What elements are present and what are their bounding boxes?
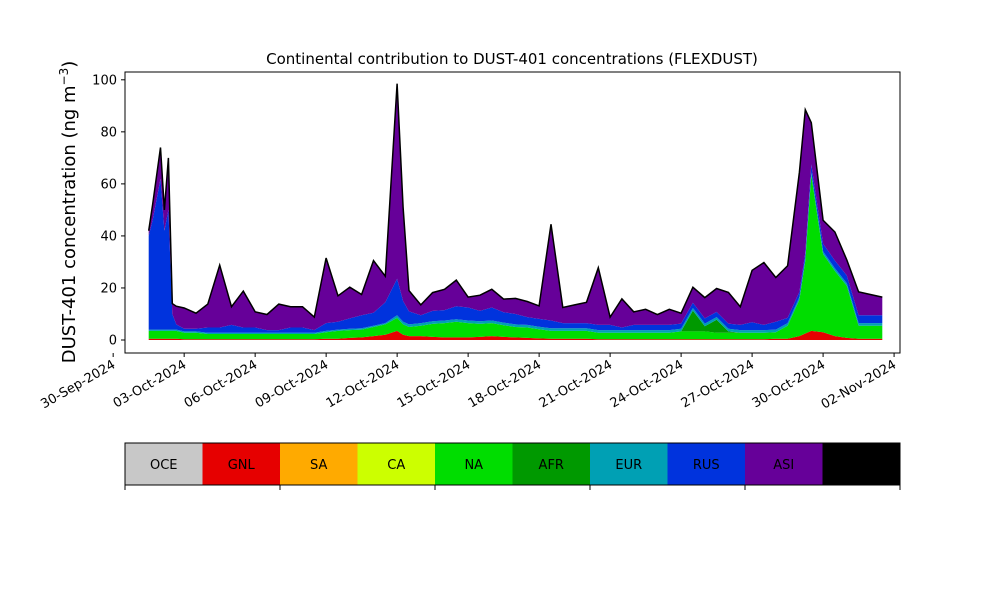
legend-swatch-afr [512, 443, 591, 485]
legend-swatch-ca [357, 443, 436, 485]
x-tick-label: 30-Oct-2024 [750, 357, 828, 411]
y-tick-label: 60 [100, 177, 117, 192]
legend-swatch-eur [590, 443, 668, 485]
legend-swatch-oce [125, 443, 203, 485]
y-tick-label: 80 [100, 125, 117, 140]
total-concentration-line [147, 83, 883, 319]
x-tick-label: 21-Oct-2024 [537, 357, 615, 411]
y-axis: 0 20 40 60 80 100 [92, 73, 125, 348]
x-tick-label: 03-Oct-2024 [111, 357, 189, 411]
legend-label: SA [310, 458, 327, 473]
x-axis: 30-Sep-202403-Oct-202406-Oct-202409-Oct-… [38, 353, 899, 412]
legend-label: ASI [773, 458, 794, 473]
legend-swatch-aus [822, 443, 901, 485]
x-tick-label: 06-Oct-2024 [182, 357, 260, 411]
legend-swatch-gnl [202, 443, 281, 485]
area-asi [148, 83, 883, 331]
legend-frame [124, 442, 901, 486]
x-tick-label: 24-Oct-2024 [608, 357, 686, 411]
legend-label: EUR [615, 458, 642, 473]
x-tick-label: 30-Sep-2024 [38, 357, 118, 412]
legend-label: AUS [848, 458, 875, 473]
plot-frame [124, 71, 901, 354]
stacked-area-group [148, 83, 883, 340]
total-outline-group [147, 83, 883, 319]
legend-swatch-na [435, 443, 513, 485]
x-tick-label: 09-Oct-2024 [253, 357, 331, 411]
legend-swatch-rus [667, 443, 746, 485]
legend-label: OCE [150, 458, 178, 473]
legend-label: GNL [228, 458, 256, 473]
y-tick-label: 0 [109, 333, 117, 348]
legend-swatch-sa [280, 443, 358, 485]
x-tick-label: 15-Oct-2024 [395, 357, 473, 411]
y-tick-label: 20 [100, 281, 117, 296]
x-tick-label: 02-Nov-2024 [819, 357, 899, 412]
y-axis-label-main: DUST-401 concentration (ng m [59, 85, 80, 363]
legend-label: RUS [693, 458, 720, 473]
x-tick-label: 12-Oct-2024 [324, 357, 402, 411]
y-axis-label-exponent: −3 [57, 68, 71, 86]
legend: OCE GNL SA CA NA AFR EUR RUS ASI AUS [124, 442, 901, 490]
legend-swatch-asi [745, 443, 823, 485]
chart-title: Continental contribution to DUST-401 con… [266, 50, 758, 68]
legend-label: AFR [539, 458, 564, 473]
x-tick-label: 18-Oct-2024 [466, 357, 544, 411]
y-axis-label: DUST-401 concentration (ng m−3) [57, 61, 80, 364]
y-tick-label: 100 [92, 73, 117, 88]
legend-label: NA [464, 458, 483, 473]
area-gnl [148, 330, 883, 340]
legend-label: CA [387, 458, 405, 473]
area-na [148, 174, 883, 340]
x-tick-label: 27-Oct-2024 [679, 357, 757, 411]
y-axis-label-close: ) [59, 61, 80, 68]
y-tick-label: 40 [100, 229, 117, 244]
